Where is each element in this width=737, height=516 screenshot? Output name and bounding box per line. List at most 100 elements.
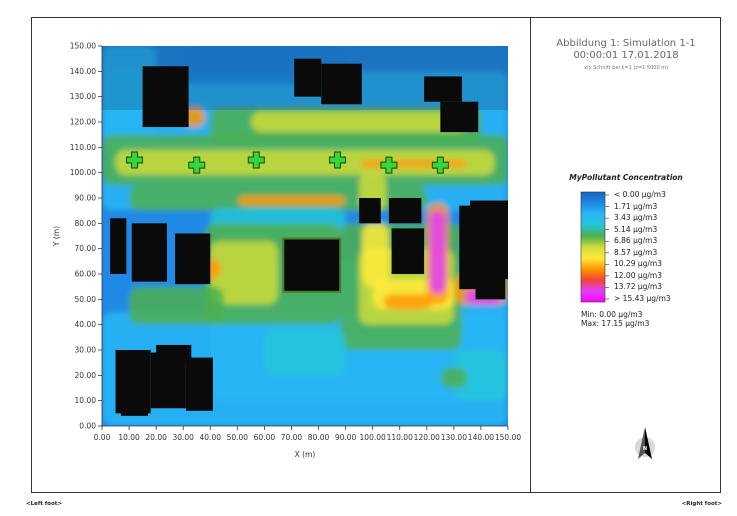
x-tick-label: 10.00: [118, 433, 140, 442]
legend-entry: 6.86 µg/m3: [614, 236, 658, 246]
buildings-layer: [110, 58, 508, 416]
plot-area: [102, 46, 508, 426]
min-value: Min: 0.00 µg/m3: [581, 310, 643, 319]
x-tick-label: 0.00: [94, 433, 111, 442]
building: [131, 223, 167, 282]
figure-frame: [31, 17, 721, 493]
x-tick-label: 110.00: [387, 433, 413, 442]
x-tick-label: 20.00: [145, 433, 167, 442]
legend-entry: 12.00 µg/m3: [614, 270, 662, 280]
y-tick-label: 100.00: [70, 168, 96, 177]
left-footer: <Left foot>: [26, 501, 62, 507]
figure-timestamp: 00:00:01 17.01.2018: [573, 50, 679, 61]
figure-title: Abbildung 1: Simulation 1-1: [556, 38, 696, 49]
y-tick-label: 120.00: [70, 118, 96, 127]
x-tick-label: 120.00: [414, 433, 440, 442]
building: [459, 205, 503, 290]
legend-entry: 5.14 µg/m3: [614, 224, 658, 234]
north-arrow-icon: [645, 427, 652, 459]
figure-subtitle: x/y Schnitt bei k=1 (z=1 5000 m): [583, 65, 669, 71]
building: [156, 344, 192, 363]
x-axis-title: X (m): [295, 450, 316, 459]
y-tick-label: 20.00: [75, 371, 97, 380]
concentration-patch: [264, 329, 346, 376]
north-arrow: N: [635, 427, 655, 459]
legend-colorbar: [580, 191, 609, 303]
concentration-patch: [383, 294, 433, 310]
building: [359, 198, 381, 224]
building: [288, 243, 335, 287]
x-tick-label: 30.00: [172, 433, 194, 442]
colorbar: [580, 191, 606, 303]
legend-entry: < 0.00 µg/m3: [614, 190, 666, 199]
x-tick-label: 100.00: [360, 433, 386, 442]
concentration-patch: [440, 367, 468, 388]
x-tick-label: 70.00: [281, 433, 303, 442]
legend-entry: 10.29 µg/m3: [614, 259, 662, 269]
source-marker: [188, 156, 206, 174]
x-tick-label: 140.00: [468, 433, 494, 442]
building: [142, 66, 189, 128]
y-tick-label: 50.00: [75, 295, 97, 304]
source-marker: [431, 156, 449, 174]
y-tick-label: 130.00: [70, 92, 96, 101]
concentration-patch: [429, 210, 446, 295]
building: [440, 101, 479, 133]
building: [475, 279, 506, 300]
concentration-patch: [237, 195, 346, 206]
right-footer: <Right foot>: [681, 501, 722, 507]
building: [115, 350, 151, 414]
concentration-patch: [359, 160, 468, 168]
legend-entry: > 15.43 µg/m3: [614, 294, 671, 303]
x-tick-label: 150.00: [495, 433, 521, 442]
legend-entry: 13.72 µg/m3: [614, 282, 662, 292]
building: [110, 218, 127, 274]
source-marker: [328, 151, 346, 169]
legend-entry: 1.71 µg/m3: [614, 201, 658, 211]
x-tick-label: 90.00: [335, 433, 357, 442]
sources-layer: [125, 151, 449, 174]
source-marker: [125, 151, 143, 169]
building: [388, 198, 422, 224]
building: [294, 58, 322, 97]
y-axis-title: Y (m): [52, 226, 61, 247]
x-tick-label: 40.00: [200, 433, 222, 442]
building: [424, 76, 462, 102]
concentration-patch: [453, 350, 508, 401]
x-tick-label: 50.00: [227, 433, 249, 442]
y-tick-label: 110.00: [70, 143, 96, 152]
y-tick-label: 0.00: [79, 422, 96, 431]
x-tick-label: 80.00: [308, 433, 330, 442]
x-tick-label: 60.00: [254, 433, 276, 442]
compass-label: N: [643, 446, 647, 452]
building: [185, 357, 213, 411]
x-tick-label: 130.00: [441, 433, 467, 442]
y-tick-label: 30.00: [75, 346, 97, 355]
building: [321, 63, 362, 105]
y-tick-label: 70.00: [75, 244, 97, 253]
y-tick-label: 90.00: [75, 194, 97, 203]
max-value: Max: 17.15 µg/m3: [581, 319, 650, 328]
legend-entry: 8.57 µg/m3: [614, 247, 658, 257]
north-arrow-shadow: [638, 427, 645, 459]
source-marker: [247, 151, 265, 169]
concentration-patch: [129, 286, 224, 325]
concentration-patch: [250, 111, 468, 133]
y-tick-label: 140.00: [70, 67, 96, 76]
source-marker: [380, 156, 398, 174]
legend-title: MyPollutant Concentration: [569, 173, 683, 182]
building: [391, 228, 425, 274]
panel-divider: [530, 17, 531, 493]
building: [175, 233, 211, 285]
y-tick-label: 80.00: [75, 219, 97, 228]
concentration-patch: [210, 241, 278, 305]
building: [120, 405, 149, 416]
legend-entry: 3.43 µg/m3: [614, 213, 658, 223]
y-tick-label: 60.00: [75, 270, 97, 279]
concentration-patch: [361, 223, 389, 287]
y-tick-label: 10.00: [75, 396, 97, 405]
y-tick-label: 150.00: [70, 42, 96, 51]
concentration-patch: [115, 149, 495, 176]
axes: 0.00 10.00 20.00 30.00 40.00 50.00 60.00 70.00 8…: [52, 42, 521, 460]
